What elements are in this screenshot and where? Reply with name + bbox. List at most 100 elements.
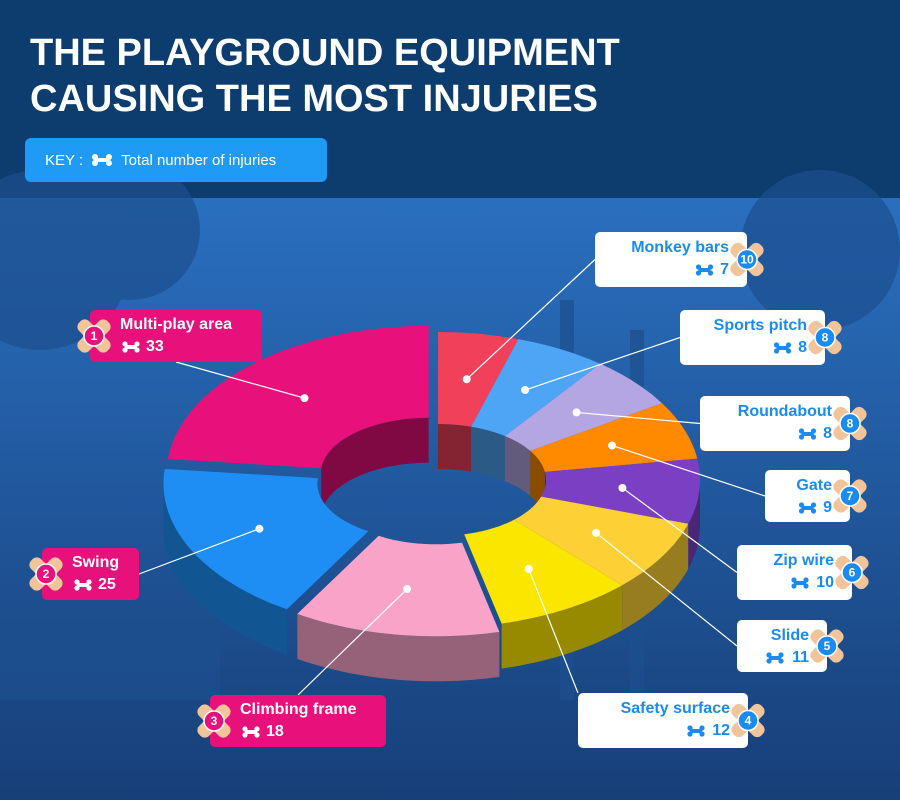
slice-inner-wall xyxy=(321,417,429,514)
leader-dot xyxy=(572,408,581,417)
injury-icon xyxy=(74,579,92,591)
injury-icon xyxy=(766,652,784,664)
badge-circle xyxy=(83,325,105,347)
slice-side xyxy=(622,523,689,631)
icon-part xyxy=(794,581,806,585)
rank-label: 3 xyxy=(211,714,218,728)
leader-line xyxy=(466,259,596,380)
rank-label: 5 xyxy=(824,639,831,653)
leader-line xyxy=(297,588,408,696)
rank-badge: 6 xyxy=(835,555,869,590)
value-label: 9 xyxy=(823,499,832,516)
injury-icon xyxy=(687,725,705,737)
key-icon xyxy=(92,154,113,166)
badge-circle xyxy=(736,248,758,271)
badge-circle xyxy=(737,709,759,732)
leader-dot xyxy=(608,441,617,450)
rank-label: 8 xyxy=(822,331,829,345)
slice xyxy=(167,325,429,469)
leader-dot xyxy=(403,585,412,594)
category-label: Swing xyxy=(72,554,119,571)
rank-badge: 2 xyxy=(29,557,63,591)
category-label: Roundabout xyxy=(738,403,833,420)
leader-dot xyxy=(300,394,309,403)
icon-part xyxy=(801,506,814,510)
leader-dot xyxy=(462,375,471,384)
rank-badge: 7 xyxy=(833,479,867,513)
value-label: 12 xyxy=(712,722,730,739)
value-label: 33 xyxy=(146,338,164,355)
leader-dot xyxy=(255,524,264,533)
rank-label: 1 xyxy=(91,329,98,343)
injury-icon xyxy=(798,428,817,440)
category-label: Slide xyxy=(771,627,809,644)
slice xyxy=(464,519,623,624)
badge-circle xyxy=(841,561,863,584)
slice xyxy=(438,332,519,427)
injury-icon xyxy=(242,726,260,738)
icon-part xyxy=(801,432,814,436)
label-box xyxy=(42,548,139,600)
icon-part xyxy=(245,730,257,734)
leader-dot xyxy=(521,386,530,395)
badge-circle xyxy=(839,412,861,435)
leader-line xyxy=(175,361,305,399)
leader-line xyxy=(524,336,681,391)
value-label: 8 xyxy=(823,425,832,442)
leader-dot xyxy=(524,564,533,573)
icon-part xyxy=(698,268,711,272)
slice xyxy=(504,363,662,451)
rank-badge: 5 xyxy=(810,629,844,663)
badge-circle xyxy=(203,710,225,732)
category-label: Safety surface xyxy=(621,700,730,717)
slice-side xyxy=(501,585,623,669)
rank-label: 10 xyxy=(740,253,754,267)
slice-side xyxy=(688,480,700,569)
category-label: Multi-play area xyxy=(120,316,232,333)
slice xyxy=(471,339,601,437)
legend-key: KEY : Total number of injuries xyxy=(25,138,327,182)
rank-label: 6 xyxy=(849,566,856,580)
slice xyxy=(297,535,500,637)
rank-badge: 10 xyxy=(730,242,764,277)
rank-badge: 8 xyxy=(808,320,842,355)
leader-line xyxy=(528,568,579,694)
donut-chart: Multi-play area 33 1 Swing 25 2 Climbing frame… xyxy=(29,232,869,748)
slice-inner-wall xyxy=(504,436,531,496)
rank-badge: 4 xyxy=(731,703,765,738)
rank-label: 7 xyxy=(847,489,854,503)
injury-icon xyxy=(791,577,809,589)
label-box xyxy=(737,620,827,672)
leader-line xyxy=(138,528,260,575)
slice-inner-wall xyxy=(471,426,505,482)
icon-part xyxy=(690,729,702,733)
key-text: Total number of injuries xyxy=(121,151,277,169)
injury-icon xyxy=(122,341,140,353)
category-label: Zip wire xyxy=(774,552,835,569)
slice-side xyxy=(297,613,500,682)
key-label: KEY : xyxy=(45,151,84,169)
badge-circle xyxy=(839,485,861,507)
leader-dot xyxy=(618,483,627,492)
category-label: Climbing frame xyxy=(240,701,357,718)
rank-label: 2 xyxy=(43,567,50,581)
badge-circle xyxy=(35,563,57,585)
badge-circle xyxy=(814,326,836,349)
leader-dot xyxy=(592,528,601,537)
value-label: 25 xyxy=(98,576,116,593)
leader-line xyxy=(611,444,766,497)
leader-line xyxy=(576,411,701,425)
rank-badge: 8 xyxy=(833,406,867,441)
icon-part xyxy=(776,346,789,350)
rank-label: 4 xyxy=(745,714,752,728)
value-label: 7 xyxy=(720,261,729,278)
injury-icon xyxy=(773,342,792,354)
rank-badge: 3 xyxy=(197,704,231,738)
leader-line xyxy=(595,532,738,647)
value-label: 11 xyxy=(792,649,809,666)
slice-side xyxy=(163,483,287,655)
chart-title: THE PLAYGROUND EQUIPMENT CAUSING THE MOS… xyxy=(30,32,620,120)
leader-line xyxy=(622,487,738,573)
